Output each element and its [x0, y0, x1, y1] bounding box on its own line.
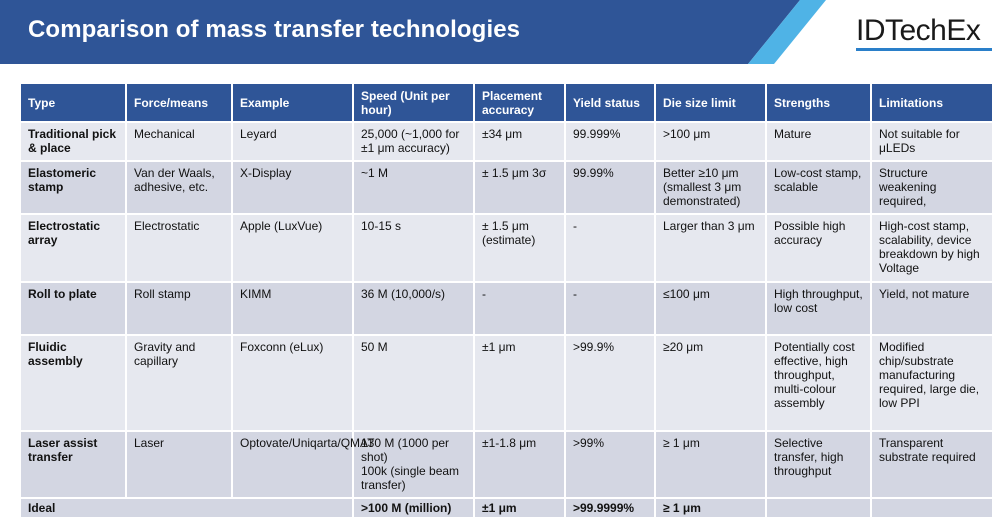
cell-limitations: Structure weakening required, [870, 160, 994, 215]
cell-yield: - [564, 281, 656, 336]
ideal-limitations [870, 497, 994, 519]
column-header-force: Force/means [125, 84, 233, 123]
comparison-table: Type Force/means Example Speed (Unit per… [19, 84, 994, 519]
table-header-row: Type Force/means Example Speed (Unit per… [19, 84, 994, 123]
ideal-accuracy: ±1 μm [473, 497, 566, 519]
cell-example: X-Display [231, 160, 354, 215]
cell-speed: 25,000 (~1,000 for ±1 μm accuracy) [352, 121, 475, 162]
cell-example: Foxconn (eLux) [231, 334, 354, 432]
column-header-die-size: Die size limit [654, 84, 767, 123]
cell-yield: >99% [564, 430, 656, 499]
cell-force: Mechanical [125, 121, 233, 162]
cell-die-size: Larger than 3 μm [654, 213, 767, 283]
ideal-row: Ideal >100 M (million) ±1 μm >99.9999% ≥… [19, 497, 994, 519]
cell-strengths: Selective transfer, high throughput [765, 430, 872, 499]
cell-yield: 99.999% [564, 121, 656, 162]
ideal-label: Ideal [19, 497, 354, 519]
column-header-limitations: Limitations [870, 84, 994, 123]
column-header-accuracy: Placement accuracy [473, 84, 566, 123]
cell-limitations: Yield, not mature [870, 281, 994, 336]
cell-type: Fluidic assembly [19, 334, 127, 432]
column-header-strengths: Strengths [765, 84, 872, 123]
cell-yield: - [564, 213, 656, 283]
cell-force: Van der Waals, adhesive, etc. [125, 160, 233, 215]
table-row: Fluidic assembly Gravity and capillary F… [19, 334, 994, 432]
ideal-die-size: ≥ 1 μm [654, 497, 767, 519]
cell-speed: 130 M (1000 per shot) 100k (single beam … [352, 430, 475, 499]
cell-type: Laser assist transfer [19, 430, 127, 499]
page-title: Comparison of mass transfer technologies [28, 16, 521, 43]
cell-die-size: ≥20 μm [654, 334, 767, 432]
cell-die-size: Better ≥10 μm (smallest 3 μm demonstrate… [654, 160, 767, 215]
ideal-speed: >100 M (million) [352, 497, 475, 519]
table-row: Electrostatic array Electrostatic Apple … [19, 213, 994, 283]
table-row: Roll to plate Roll stamp KIMM 36 M (10,0… [19, 281, 994, 336]
cell-example: KIMM [231, 281, 354, 336]
title-banner [0, 0, 800, 64]
cell-speed: ~1 M [352, 160, 475, 215]
cell-force: Gravity and capillary [125, 334, 233, 432]
cell-type: Elastomeric stamp [19, 160, 127, 215]
table-row: Laser assist transfer Laser Optovate/Uni… [19, 430, 994, 499]
cell-type: Traditional pick & place [19, 121, 127, 162]
cell-yield: >99.9% [564, 334, 656, 432]
cell-example: Optovate/Uniqarta/QMAT [231, 430, 375, 499]
cell-force: Roll stamp [125, 281, 233, 336]
cell-speed: 50 M [352, 334, 475, 432]
idtechex-logo: IDTechEx [856, 14, 981, 47]
cell-strengths: Possible high accuracy [765, 213, 872, 283]
cell-accuracy: ± 1.5 μm (estimate) [473, 213, 566, 283]
cell-limitations: Transparent substrate required [870, 430, 994, 499]
cell-type: Roll to plate [19, 281, 127, 336]
cell-accuracy: - [473, 281, 566, 336]
table-row: Traditional pick & place Mechanical Leya… [19, 121, 994, 162]
column-header-example: Example [231, 84, 354, 123]
cell-type: Electrostatic array [19, 213, 127, 283]
cell-accuracy: ±1 μm [473, 334, 566, 432]
cell-limitations: Not suitable for μLEDs [870, 121, 994, 162]
cell-yield: 99.99% [564, 160, 656, 215]
cell-die-size: ≥ 1 μm [654, 430, 767, 499]
logo-underline [856, 48, 992, 51]
cell-speed: 36 M (10,000/s) [352, 281, 475, 336]
column-header-yield: Yield status [564, 84, 656, 123]
cell-strengths: High throughput, low cost [765, 281, 872, 336]
cell-strengths: Low-cost stamp, scalable [765, 160, 872, 215]
column-header-type: Type [19, 84, 127, 123]
header: Comparison of mass transfer technologies… [0, 0, 999, 64]
cell-die-size: >100 μm [654, 121, 767, 162]
column-header-speed: Speed (Unit per hour) [352, 84, 475, 123]
cell-strengths: Potentially cost effective, high through… [765, 334, 872, 432]
cell-die-size: ≤100 μm [654, 281, 767, 336]
cell-strengths: Mature [765, 121, 872, 162]
ideal-yield: >99.9999% [564, 497, 656, 519]
cell-force: Laser [125, 430, 233, 499]
cell-speed: 10-15 s [352, 213, 475, 283]
ideal-strengths [765, 497, 872, 519]
cell-accuracy: ±34 μm [473, 121, 566, 162]
cell-limitations: Modified chip/substrate manufacturing re… [870, 334, 994, 432]
cell-limitations: High-cost stamp, scalability, device bre… [870, 213, 994, 283]
table-row: Elastomeric stamp Van der Waals, adhesiv… [19, 160, 994, 215]
cell-force: Electrostatic [125, 213, 233, 283]
cell-accuracy: ±1-1.8 μm [473, 430, 566, 499]
cell-example: Apple (LuxVue) [231, 213, 354, 283]
cell-accuracy: ± 1.5 μm 3σ [473, 160, 566, 215]
cell-example: Leyard [231, 121, 354, 162]
